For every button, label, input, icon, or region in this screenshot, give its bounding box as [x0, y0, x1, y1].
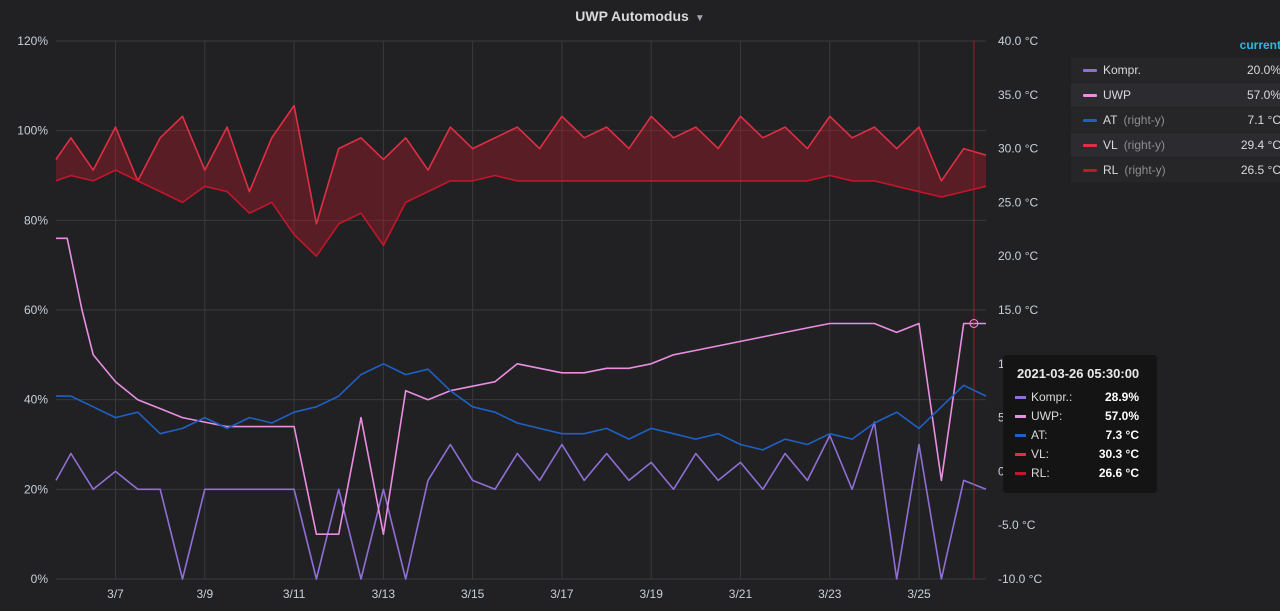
hover-point-marker [969, 318, 979, 328]
x-tick-label: 3/13 [372, 587, 396, 601]
legend-axis-note: (right-y) [1123, 138, 1166, 152]
y2-tick-label: 25.0 °C [998, 195, 1038, 209]
panel-title[interactable]: UWP Automodus ▼ [0, 8, 1280, 24]
tooltip-series-name: Kompr.: [1031, 390, 1073, 404]
legend-current-value: 7.1 °C [1247, 113, 1280, 127]
x-tick-label: 3/23 [818, 587, 842, 601]
y2-tick-label: 40.0 °C [998, 34, 1038, 48]
y-tick-label: 120% [17, 34, 48, 48]
tooltip-swatch [1015, 434, 1026, 437]
legend-label: RL (right-y) [1103, 158, 1166, 182]
tooltip-swatch [1015, 453, 1026, 456]
tooltip-row: VL: 30.3 °C [1015, 445, 1145, 463]
y-tick-label: 80% [24, 213, 48, 227]
y2-tick-label: 15.0 °C [998, 303, 1038, 317]
x-tick-label: 3/11 [283, 587, 306, 601]
tooltip-series-name: AT: [1031, 428, 1048, 442]
y2-tick-label: 0 [998, 464, 1005, 478]
series-line-uwp [56, 237, 986, 535]
tooltip-row: RL: 26.6 °C [1015, 464, 1145, 482]
legend-item-at[interactable]: AT (right-y) 7.1 °C [1071, 108, 1280, 132]
tooltip-series-value: 30.3 °C [1098, 447, 1139, 461]
series-line-at [56, 363, 987, 451]
legend-series-name: Kompr. [1103, 63, 1142, 77]
y2-tick-label: 5 [998, 411, 1005, 425]
x-tick-label: 3/7 [107, 587, 124, 601]
y2-tick-label: 20.0 °C [998, 249, 1038, 263]
legend-swatch[interactable] [1083, 169, 1097, 172]
tooltip-series-value: 28.9% [1104, 390, 1139, 404]
y2-tick-label: 35.0 °C [998, 88, 1038, 102]
y2-tick-label: 30.0 °C [998, 142, 1038, 156]
tooltip-series-name: RL: [1031, 466, 1050, 480]
legend-series-name: AT [1103, 113, 1118, 127]
legend-label: AT (right-y) [1103, 108, 1165, 132]
legend-current-value: 20.0% [1246, 63, 1280, 77]
y-tick-label: 60% [24, 303, 48, 317]
legend-axis-note: (right-y) [1123, 113, 1165, 127]
chevron-down-icon[interactable]: ▼ [694, 13, 705, 24]
tooltip-swatch [1015, 415, 1026, 418]
x-tick-label: 3/19 [640, 587, 664, 601]
panel-title-text: UWP Automodus [575, 8, 689, 24]
legend-item-uwp[interactable]: UWP 57.0% [1071, 83, 1280, 107]
legend-swatch[interactable] [1083, 69, 1097, 72]
legend-label: Kompr. [1103, 58, 1147, 82]
legend-header-current[interactable]: current [1239, 38, 1280, 52]
tooltip-series-name: UWP: [1031, 409, 1063, 423]
y-tick-label: 20% [24, 482, 48, 496]
legend-swatch[interactable] [1083, 144, 1097, 147]
y2-tick-label: -5.0 °C [998, 518, 1036, 532]
tooltip-series-value: 26.6 °C [1098, 466, 1139, 480]
y-tick-label: 100% [17, 124, 48, 138]
tooltip-swatch [1015, 396, 1026, 399]
x-tick-label: 3/15 [461, 587, 485, 601]
y-tick-label: 0% [31, 572, 49, 586]
tooltip-series-name: VL: [1031, 447, 1050, 461]
tooltip-row: UWP: 57.0% [1015, 407, 1145, 425]
tooltip-series-value: 57.0% [1104, 409, 1139, 423]
legend-series-name: VL [1103, 138, 1118, 152]
legend-current-value: 26.5 °C [1240, 163, 1280, 177]
tooltip-time: 2021-03-26 05:30:00 [1017, 366, 1140, 381]
tooltip-series-value: 7.3 °C [1105, 428, 1139, 442]
series-line-kompr [55, 421, 987, 580]
chart-area[interactable]: 0% 20% 40% 60% 80% 100% 120% -10.0 °C -5.0 °C 0 5 1… [0, 0, 1060, 611]
tooltip-row: Kompr.: 28.9% [1015, 388, 1145, 406]
tooltip-swatch [1015, 472, 1026, 475]
legend-swatch[interactable] [1083, 94, 1097, 97]
legend-series-name: RL [1103, 163, 1119, 177]
series-line-rl [55, 169, 987, 257]
legend-swatch[interactable] [1083, 119, 1097, 122]
x-tick-label: 3/17 [550, 587, 574, 601]
x-tick-label: 3/9 [196, 587, 213, 601]
tooltip-row: AT: 7.3 °C [1015, 426, 1145, 444]
legend-series-name: UWP [1103, 88, 1131, 102]
y2-tick-label: -10.0 °C [998, 572, 1042, 586]
legend-item-rl[interactable]: RL (right-y) 26.5 °C [1071, 158, 1280, 182]
legend-label: VL (right-y) [1103, 133, 1165, 157]
legend: current Kompr. 20.0% UWP 57.0% AT (right-y) 7.… [1071, 38, 1280, 183]
legend-label: UWP [1103, 83, 1137, 107]
x-tick-label: 3/25 [907, 587, 931, 601]
legend-axis-note: (right-y) [1124, 163, 1166, 177]
x-tick-label: 3/21 [729, 587, 753, 601]
legend-current-value: 29.4 °C [1240, 138, 1280, 152]
legend-item-vl[interactable]: VL (right-y) 29.4 °C [1071, 133, 1280, 157]
y-tick-label: 40% [24, 393, 48, 407]
hover-tooltip: 2021-03-26 05:30:00 Kompr.: 28.9% UWP: 57.0… [1003, 355, 1157, 493]
series-line-vl [55, 104, 987, 225]
legend-current-value: 57.0% [1246, 88, 1280, 102]
legend-item-kompr[interactable]: Kompr. 20.0% [1071, 58, 1280, 82]
